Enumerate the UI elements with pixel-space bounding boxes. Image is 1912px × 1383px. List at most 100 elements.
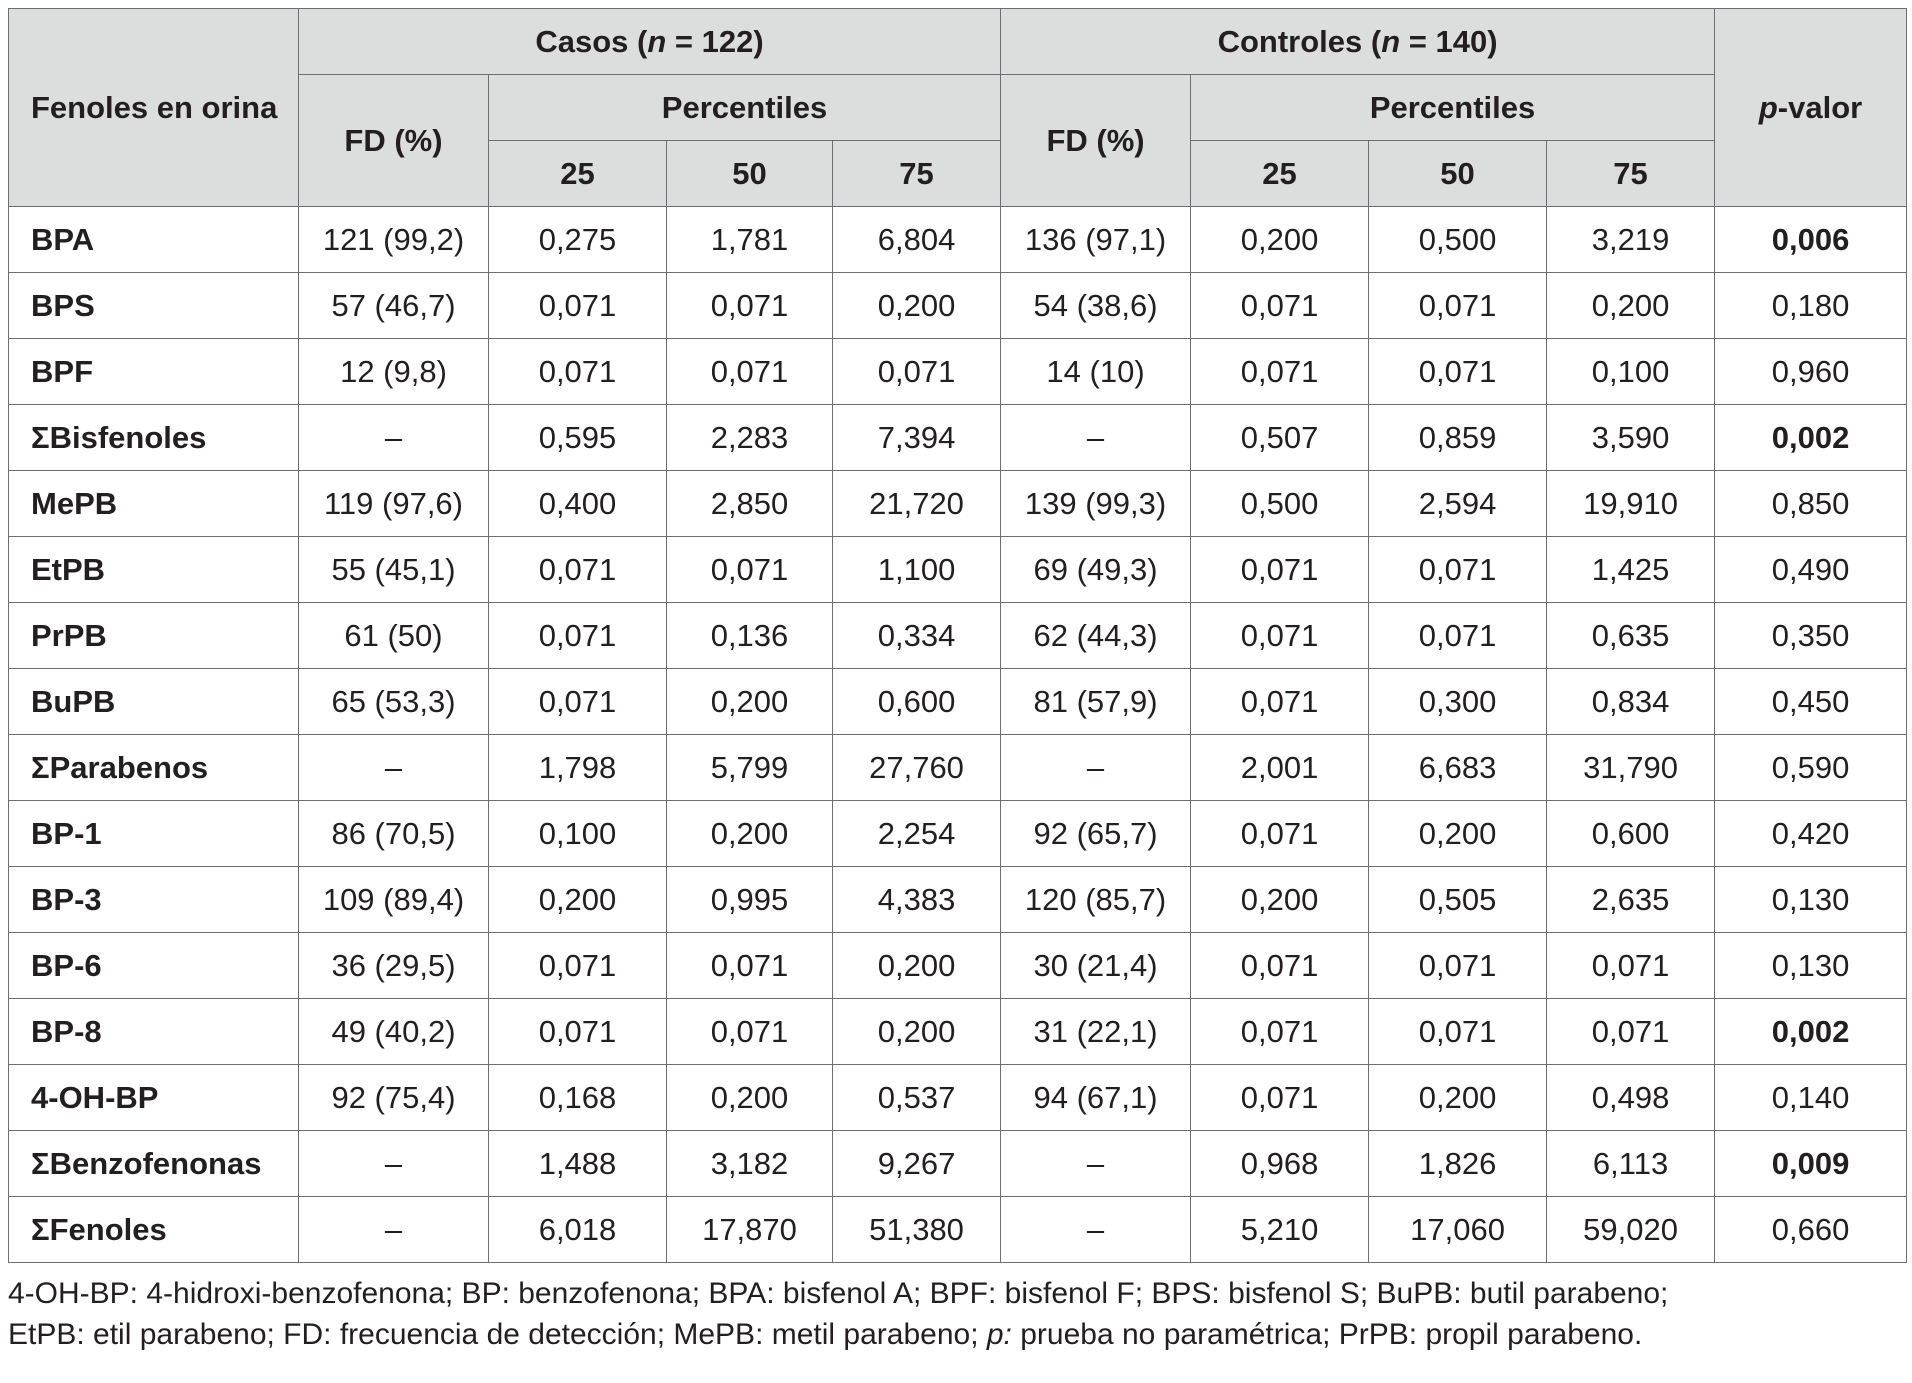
casos-p50-cell: 0,071 [666,338,833,405]
controles-p25-cell: 0,968 [1190,1130,1370,1197]
table-figure: Fenoles en orina Casos (n = 122) Control… [8,8,1908,1355]
controles-p50-cell: 0,071 [1368,536,1548,603]
table-row: BPS 57 (46,7) 0,071 0,071 0,200 54 (38,6) 0,07… [8,272,1908,339]
casos-n: n [647,23,667,59]
p-value-cell: 0,350 [1714,602,1908,669]
p-letter: p [1758,89,1778,125]
casos-fd-cell: 86 (70,5) [298,800,489,867]
header-casos-p75: 75 [831,140,1002,207]
controles-label: Controles ( [1217,23,1382,59]
table-row: BPA 121 (99,2) 0,275 1,781 6,804 136 (97,1) 0,… [8,206,1908,273]
header-casos-fd: FD (%) [298,74,489,207]
controles-p25-cell: 0,071 [1190,932,1370,999]
casos-p25-cell: 0,071 [488,272,667,339]
table-row: BP-8 49 (40,2) 0,071 0,071 0,200 31 (22,1) 0,0… [8,998,1908,1065]
casos-p50-cell: 0,071 [666,536,833,603]
controles-p50-cell: 0,505 [1368,866,1548,933]
row-label: BPF [8,338,299,405]
casos-fd-cell: 119 (97,6) [298,470,489,537]
header-controles-p50: 50 [1368,140,1548,207]
casos-p75-cell: 1,100 [831,536,1002,603]
controles-p50-cell: 0,071 [1368,272,1548,339]
controles-fd-cell: 14 (10) [1000,338,1192,405]
controles-p75-cell: 0,600 [1546,800,1716,867]
row-label: BPS [8,272,299,339]
p-value-cell: 0,450 [1714,668,1908,735]
casos-fd-cell: 57 (46,7) [298,272,489,339]
table-row: 4-OH-BP 92 (75,4) 0,168 0,200 0,537 94 (67,1)… [8,1064,1908,1131]
row-label: PrPB [8,602,299,669]
casos-p75-cell: 21,720 [831,470,1002,537]
table-row: ΣParabenos –1,798 5,799 27,760–2,001 6,683 31… [8,734,1908,801]
row-label: ΣFenoles [8,1196,299,1263]
casos-fd-cell: 49 (40,2) [298,998,489,1065]
controles-p75-cell: 2,635 [1546,866,1716,933]
casos-p25-cell: 0,275 [488,206,667,273]
controles-p25-cell: 0,071 [1190,998,1370,1065]
header-casos-p50: 50 [666,140,833,207]
controles-p50-cell: 0,859 [1368,404,1548,471]
casos-fd-cell: – [298,734,489,801]
controles-p75-cell: 0,498 [1546,1064,1716,1131]
header-controles-percentiles: Percentiles [1190,74,1716,141]
casos-p25-cell: 0,200 [488,866,667,933]
controles-fd-cell: 81 (57,9) [1000,668,1192,735]
controles-p50-cell: 0,071 [1368,338,1548,405]
table-row: EtPB 55 (45,1) 0,071 0,071 1,100 69 (49,3) 0,0… [8,536,1908,603]
table-row: MePB 119 (97,6) 0,400 2,850 21,720 139 (99,3)… [8,470,1908,537]
controles-fd-cell: 31 (22,1) [1000,998,1192,1065]
row-label: BPA [8,206,299,273]
casos-p25-cell: 0,400 [488,470,667,537]
controles-p50-cell: 6,683 [1368,734,1548,801]
casos-fd-cell: – [298,1196,489,1263]
p-value-cell: 0,180 [1714,272,1908,339]
casos-fd-cell: 36 (29,5) [298,932,489,999]
p-value-cell: 0,130 [1714,866,1908,933]
controles-p25-cell: 2,001 [1190,734,1370,801]
controles-p75-cell: 0,834 [1546,668,1716,735]
casos-fd-cell: 121 (99,2) [298,206,489,273]
header-controles-p25: 25 [1190,140,1370,207]
casos-fd-cell: – [298,1130,489,1197]
casos-p50-cell: 5,799 [666,734,833,801]
casos-label: Casos ( [535,23,648,59]
header-casos: Casos (n = 122) [297,8,1002,75]
controles-p25-cell: 0,507 [1190,404,1370,471]
controles-p75-cell: 0,635 [1546,602,1716,669]
casos-p50-cell: 0,200 [666,800,833,867]
row-label: ΣParabenos [8,734,299,801]
controles-p50-cell: 0,071 [1368,602,1548,669]
controles-p75-cell: 0,071 [1546,998,1716,1065]
table-row: BP-6 36 (29,5) 0,071 0,071 0,200 30 (21,4) 0,0… [8,932,1908,999]
controles-p75-cell: 3,590 [1546,404,1716,471]
table-row: PrPB 61 (50) 0,071 0,136 0,334 62 (44,3) 0,071… [8,602,1908,669]
controles-fd-cell: 136 (97,1) [1000,206,1192,273]
casos-fd-cell: 109 (89,4) [298,866,489,933]
controles-p75-cell: 0,100 [1546,338,1716,405]
casos-p50-cell: 2,283 [666,404,833,471]
controles-p25-cell: 0,071 [1190,272,1370,339]
casos-fd-cell: 61 (50) [298,602,489,669]
row-label: ΣBisfenoles [8,404,299,471]
p-value-cell: 0,002 [1714,404,1908,471]
row-label: BP-6 [8,932,299,999]
casos-p25-cell: 0,595 [488,404,667,471]
table-body: BPA 121 (99,2) 0,275 1,781 6,804 136 (97,1) 0,… [8,206,1908,1263]
header-controles: Controles (n = 140) [1000,8,1716,75]
controles-n: n [1381,23,1401,59]
controles-p75-cell: 0,200 [1546,272,1716,339]
p-value-cell: 0,960 [1714,338,1908,405]
table-footnote: 4-OH-BP: 4-hidroxi-benzofenona; BP: benz… [8,1273,1906,1355]
table-row: ΣBisfenoles –0,595 2,283 7,394–0,507 0,859 3,… [8,404,1908,471]
controles-p25-cell: 0,071 [1190,668,1370,735]
controles-fd-cell: 139 (99,3) [1000,470,1192,537]
casos-p50-cell: 0,995 [666,866,833,933]
controles-p25-cell: 0,200 [1190,206,1370,273]
p-value-cell: 0,420 [1714,800,1908,867]
controles-p75-cell: 19,910 [1546,470,1716,537]
header-corner: Fenoles en orina [8,8,299,207]
casos-p50-cell: 0,071 [666,272,833,339]
casos-p25-cell: 0,071 [488,602,667,669]
row-label: BuPB [8,668,299,735]
casos-p25-cell: 6,018 [488,1196,667,1263]
